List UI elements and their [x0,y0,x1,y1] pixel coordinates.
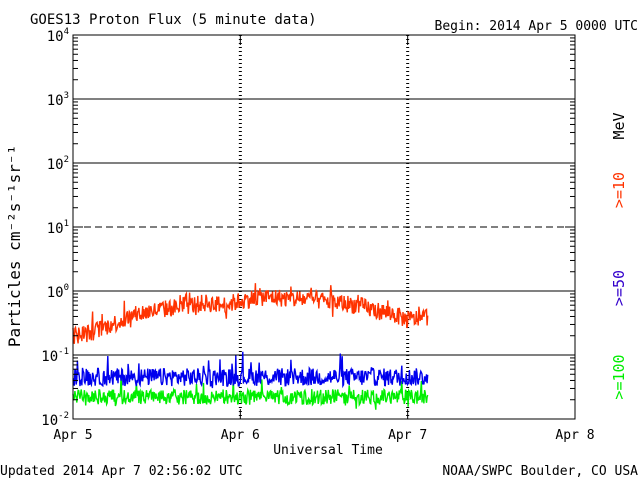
x-axis-label: Universal Time [273,443,383,458]
y-tick-label-4: 100 [47,283,69,301]
x-tick-label-3: Apr 8 [555,428,594,443]
legend-ge50: >=50 [610,270,628,306]
y-axis-label: Particles cm⁻²s⁻¹sr⁻¹ [5,145,24,347]
y-tick-label-0: 104 [47,27,69,45]
updated-timestamp: Updated 2014 Apr 7 02:56:02 UTC [0,464,243,479]
y-tick-label-5: 10-1 [41,347,69,365]
legend: MeV >=10 >=50 >=100 [610,112,628,399]
y-tick-label-3: 101 [47,219,69,237]
source-label: NOAA/SWPC Boulder, CO USA [442,464,638,479]
y-tick-label-2: 102 [47,155,69,173]
chart-title: GOES13 Proton Flux (5 minute data) [30,12,317,28]
y-tick-label-1: 103 [47,91,69,109]
series-line-2 [72,375,429,410]
y-tick-label-6: 10-2 [41,411,69,429]
series-line-0 [72,283,429,344]
x-tick-label-2: Apr 7 [388,428,427,443]
plot-frame [72,34,576,420]
x-tick-label-1: Apr 6 [221,428,260,443]
unit-label: MeV [610,112,628,139]
legend-ge100: >=100 [610,354,628,399]
series-line-1 [72,351,429,389]
begin-label: Begin: 2014 Apr 5 0000 UTC [435,19,639,34]
x-tick-label-0: Apr 5 [53,428,92,443]
legend-ge10: >=10 [610,172,628,208]
